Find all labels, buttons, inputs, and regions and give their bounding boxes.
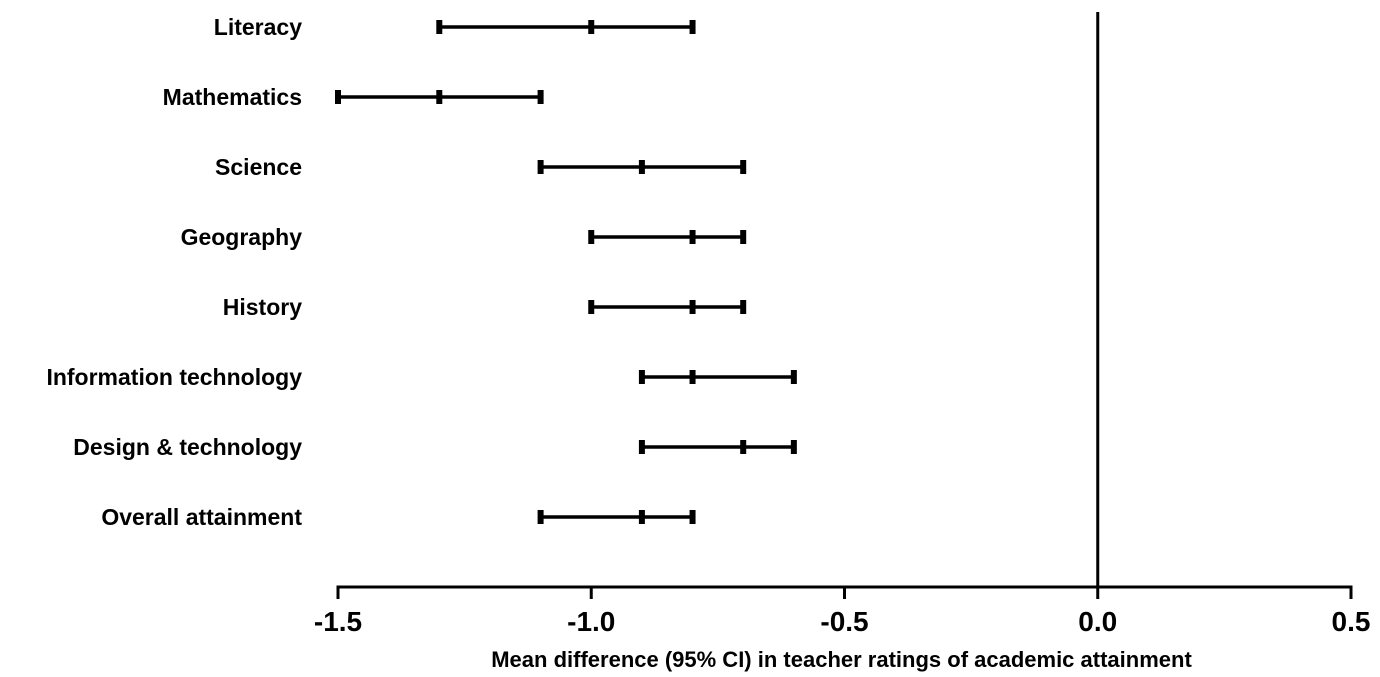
x-axis-ticks: -1.5 -1.0 -0.5 0.0 0.5 xyxy=(314,587,1371,637)
x-tick-label: 0.5 xyxy=(1332,606,1371,637)
interval-row xyxy=(638,440,797,454)
interval-row xyxy=(537,510,696,524)
category-label: Mathematics xyxy=(163,84,302,110)
x-tick-label: 0.0 xyxy=(1078,606,1117,637)
interval-row xyxy=(335,90,544,104)
x-tick-label: -1.5 xyxy=(314,606,362,637)
interval-row xyxy=(436,20,696,34)
confidence-intervals xyxy=(335,20,797,524)
interval-row xyxy=(537,160,747,174)
category-label: Overall attainment xyxy=(101,504,302,530)
x-tick-label: -0.5 xyxy=(820,606,868,637)
category-label: Literacy xyxy=(214,14,302,40)
interval-row xyxy=(638,370,797,384)
x-axis-title: Mean difference (95% CI) in teacher rati… xyxy=(491,647,1192,672)
category-label: Design & technology xyxy=(73,434,302,460)
category-label: Geography xyxy=(181,224,303,250)
category-labels: Literacy Mathematics Science Geography Histo… xyxy=(46,14,302,530)
category-label: History xyxy=(223,294,302,320)
x-tick-label: -1.0 xyxy=(567,606,615,637)
interval-row xyxy=(588,300,747,314)
interval-row xyxy=(588,230,747,244)
category-label: Information technology xyxy=(46,364,302,390)
category-label: Science xyxy=(215,154,302,180)
